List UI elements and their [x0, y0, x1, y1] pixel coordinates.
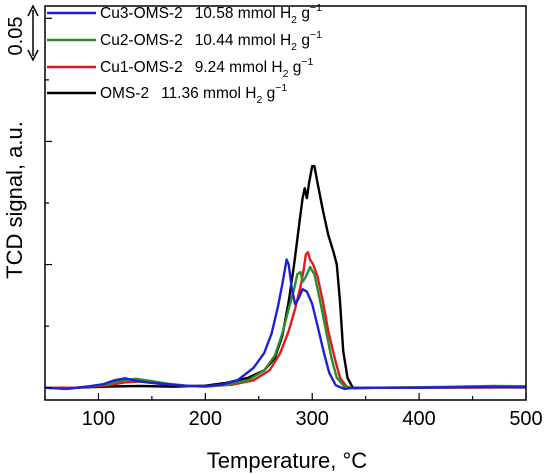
curves-layer: [44, 164, 527, 391]
legend-uptake-value: 10.44 mmol H: [195, 32, 291, 49]
legend-subscript: 2: [291, 41, 297, 53]
legend-series-name: OMS-2: [100, 85, 149, 102]
legend-superscript: −1: [310, 2, 322, 14]
x-tick-label: 100: [82, 408, 115, 430]
legend-entry: Cu3-OMS-2 10.58 mmol H2 g−1: [100, 2, 322, 26]
series-line-cu3-oms-2: [44, 258, 527, 391]
x-axis-ticks: [44, 393, 527, 400]
legend-subscript: 2: [283, 68, 289, 80]
legend-series-name: Cu3-OMS-2: [100, 5, 183, 22]
legend-entry: OMS-2 11.36 mmol H2 g−1: [100, 82, 287, 106]
x-tick-label: 500: [509, 408, 542, 430]
legend-unit: g: [297, 32, 310, 49]
legend-uptake-value: 11.36 mmol H: [161, 85, 256, 102]
legend-superscript: −1: [275, 82, 287, 94]
x-tick-label: 300: [296, 408, 329, 430]
x-tick-label: 400: [402, 408, 435, 430]
legend-subscript: 2: [256, 94, 262, 106]
scale-bar-arrow-top: [27, 4, 39, 17]
x-axis-tick-labels: 100 200 300 400 500: [82, 408, 543, 430]
legend-subscript: 2: [291, 14, 297, 26]
x-tick-label: 200: [189, 408, 222, 430]
legend-series-name: Cu2-OMS-2: [100, 32, 183, 49]
legend-unit: g: [262, 85, 275, 102]
legend-unit: g: [297, 5, 310, 22]
legend-entry: Cu2-OMS-2 10.44 mmol H2 g−1: [100, 29, 322, 53]
legend-uptake-value: 9.24 mmol H: [195, 59, 283, 76]
series-line-cu2-oms-2: [44, 265, 527, 390]
legend-entry: Cu1-OMS-2 9.24 mmol H2 g−1: [100, 56, 313, 80]
scale-bar-label: 0.05: [5, 17, 27, 56]
y-axis-title: TCD signal, a.u.: [2, 121, 27, 279]
legend-superscript: −1: [301, 56, 313, 68]
legend-uptake-value: 10.58 mmol H: [195, 5, 291, 22]
legend-superscript: −1: [310, 29, 322, 41]
scale-bar: 0.05: [5, 4, 39, 62]
x-axis-title: Temperature, °C: [207, 448, 368, 473]
scale-bar-arrow-bottom: [27, 49, 39, 62]
series-line-oms-2: [45, 164, 527, 389]
legend-series-name: Cu1-OMS-2: [100, 59, 183, 76]
legend-unit: g: [288, 59, 301, 76]
y-axis-ticks: [45, 17, 52, 389]
